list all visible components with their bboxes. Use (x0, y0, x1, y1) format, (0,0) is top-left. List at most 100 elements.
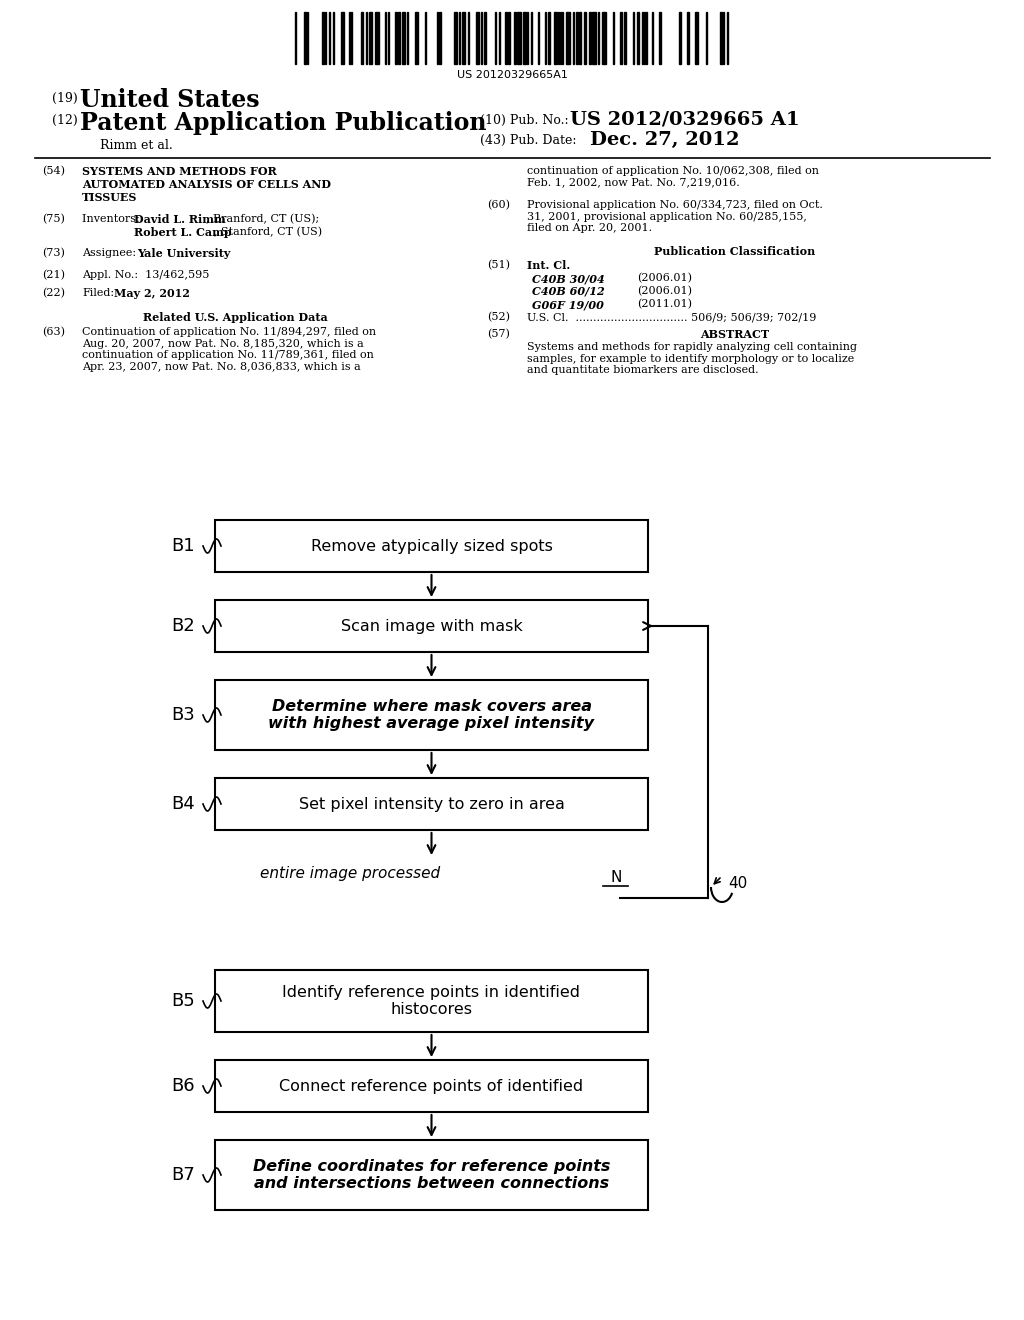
Bar (695, 12, 698, 63)
Bar (454, 12, 457, 63)
Bar (575, 12, 578, 63)
Bar (215, 520, 648, 572)
Bar (505, 12, 507, 63)
Bar (369, 12, 372, 63)
Text: B6: B6 (171, 1077, 195, 1096)
Text: (2006.01): (2006.01) (637, 273, 692, 284)
Text: Patent Application Publication: Patent Application Publication (80, 111, 486, 135)
Text: (12): (12) (52, 114, 78, 127)
Text: Yale University: Yale University (137, 248, 230, 259)
Bar (687, 12, 689, 63)
Bar (402, 12, 406, 63)
Text: Publication Classification: Publication Classification (654, 246, 816, 257)
Bar (579, 12, 581, 63)
Text: (21): (21) (42, 271, 65, 280)
Bar (215, 777, 648, 830)
Text: 40: 40 (728, 875, 748, 891)
Bar (602, 12, 606, 63)
Bar (548, 12, 550, 63)
Text: Inventors:: Inventors: (82, 214, 146, 224)
Bar (215, 1140, 648, 1210)
Text: (54): (54) (42, 166, 65, 177)
Text: (73): (73) (42, 248, 65, 259)
Text: C40B 30/04: C40B 30/04 (532, 273, 605, 284)
Bar (476, 12, 479, 63)
Text: Filed:: Filed: (82, 288, 114, 298)
Bar (514, 12, 516, 63)
Bar (484, 12, 486, 63)
Bar (620, 12, 622, 63)
Bar (395, 12, 397, 63)
Bar (215, 601, 648, 652)
Text: B2: B2 (171, 616, 195, 635)
Text: United States: United States (80, 88, 260, 112)
Bar (415, 12, 418, 63)
Text: Dec. 27, 2012: Dec. 27, 2012 (590, 131, 739, 149)
Bar (462, 12, 465, 63)
Text: (63): (63) (42, 327, 65, 338)
Text: (22): (22) (42, 288, 65, 298)
Bar (589, 12, 591, 63)
Text: Robert L. Camp: Robert L. Camp (134, 227, 231, 238)
Bar (566, 12, 570, 63)
Bar (215, 970, 648, 1032)
Text: Int. Cl.: Int. Cl. (527, 260, 570, 271)
Bar (215, 680, 648, 750)
Bar (523, 12, 526, 63)
Bar (637, 12, 639, 63)
Text: US 20120329665A1: US 20120329665A1 (457, 70, 567, 81)
Text: G06F 19/00: G06F 19/00 (532, 300, 604, 310)
Text: Identify reference points in identified
histocores: Identify reference points in identified … (283, 985, 581, 1018)
Bar (517, 12, 521, 63)
Text: B3: B3 (171, 706, 195, 723)
Bar (322, 12, 324, 63)
Text: Scan image with mask: Scan image with mask (341, 619, 522, 634)
Text: (19): (19) (52, 92, 78, 106)
Text: Rimm et al.: Rimm et al. (100, 139, 173, 152)
Text: Related U.S. Application Data: Related U.S. Application Data (142, 312, 328, 323)
Bar (398, 12, 400, 63)
Bar (659, 12, 662, 63)
Text: B1: B1 (171, 537, 195, 554)
Text: (75): (75) (42, 214, 65, 224)
Bar (215, 1060, 648, 1111)
Text: David L. Rimm: David L. Rimm (134, 214, 225, 224)
Text: May 2, 2012: May 2, 2012 (114, 288, 189, 300)
Text: B5: B5 (171, 993, 195, 1010)
Text: U.S. Cl.  ................................ 506/9; 506/39; 702/19: U.S. Cl. ...............................… (527, 312, 816, 322)
Text: (2011.01): (2011.01) (637, 300, 692, 309)
Text: Continuation of application No. 11/894,297, filed on
Aug. 20, 2007, now Pat. No.: Continuation of application No. 11/894,2… (82, 327, 376, 372)
Text: C40B 60/12: C40B 60/12 (532, 286, 605, 297)
Bar (720, 12, 722, 63)
Bar (361, 12, 362, 63)
Text: Set pixel intensity to zero in area: Set pixel intensity to zero in area (299, 796, 564, 812)
Text: SYSTEMS AND METHODS FOR
AUTOMATED ANALYSIS OF CELLS AND
TISSUES: SYSTEMS AND METHODS FOR AUTOMATED ANALYS… (82, 166, 331, 202)
Text: (51): (51) (487, 260, 510, 271)
Bar (584, 12, 586, 63)
Text: B7: B7 (171, 1166, 195, 1184)
Bar (679, 12, 681, 63)
Text: (52): (52) (487, 312, 510, 322)
Bar (624, 12, 626, 63)
Text: N: N (610, 870, 622, 884)
Text: (60): (60) (487, 201, 510, 210)
Text: Remove atypically sized spots: Remove atypically sized spots (310, 539, 552, 553)
Text: Assignee:: Assignee: (82, 248, 146, 257)
Bar (508, 12, 510, 63)
Text: (10) Pub. No.:: (10) Pub. No.: (480, 114, 568, 127)
Bar (375, 12, 379, 63)
Text: , Branford, CT (US);: , Branford, CT (US); (206, 214, 319, 224)
Text: Determine where mask covers area
with highest average pixel intensity: Determine where mask covers area with hi… (268, 698, 595, 731)
Bar (341, 12, 344, 63)
Text: US 2012/0329665 A1: US 2012/0329665 A1 (570, 111, 800, 129)
Text: Provisional application No. 60/334,723, filed on Oct.
31, 2001, provisional appl: Provisional application No. 60/334,723, … (527, 201, 823, 234)
Text: , Stanford, CT (US): , Stanford, CT (US) (214, 227, 323, 238)
Text: Appl. No.:  13/462,595: Appl. No.: 13/462,595 (82, 271, 209, 280)
Text: (43) Pub. Date:: (43) Pub. Date: (480, 135, 577, 147)
Text: ABSTRACT: ABSTRACT (700, 329, 770, 341)
Text: entire image processed: entire image processed (260, 866, 440, 880)
Bar (592, 12, 596, 63)
Bar (304, 12, 306, 63)
Text: (57): (57) (487, 329, 510, 339)
Text: B4: B4 (171, 795, 195, 813)
